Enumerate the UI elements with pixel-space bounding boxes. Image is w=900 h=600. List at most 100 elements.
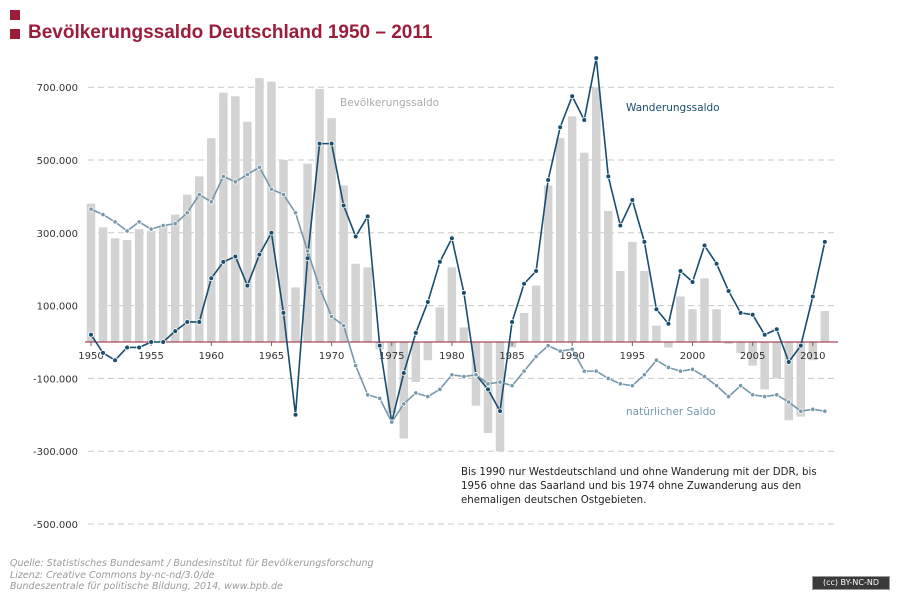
bar: [255, 78, 264, 342]
data-point: [509, 319, 515, 325]
data-point: [593, 55, 600, 61]
data-point: [822, 408, 828, 414]
data-point: [533, 268, 539, 274]
data-point: [208, 275, 215, 282]
data-point: [88, 331, 94, 338]
bar: [435, 307, 445, 342]
data-point: [292, 411, 299, 418]
data-point: [473, 372, 479, 378]
y-tick-label: -100.000: [33, 374, 78, 385]
bar: [291, 287, 300, 342]
bar: [820, 311, 830, 342]
data-point: [256, 251, 263, 258]
data-point: [485, 386, 491, 393]
bar: [676, 296, 685, 342]
data-point: [425, 299, 431, 305]
data-point: [773, 326, 780, 333]
data-point: [160, 339, 166, 345]
bar: [724, 342, 733, 344]
data-point: [328, 140, 335, 147]
data-point: [617, 381, 623, 387]
bar: [231, 96, 240, 342]
data-point: [762, 393, 768, 400]
source-line: Quelle: Statistisches Bundesamt / Bundes…: [10, 558, 374, 569]
x-tick-label: 1985: [499, 351, 524, 362]
data-point: [461, 290, 467, 296]
data-point: [340, 202, 347, 209]
data-point: [112, 357, 118, 364]
bar: [207, 138, 216, 342]
data-point: [797, 342, 804, 349]
x-tick-labels: 1950 1955 1960 1965 1970 1975 1980 1985 1990 1995…: [78, 342, 826, 362]
data-point: [497, 379, 503, 385]
data-point: [172, 328, 179, 334]
bar: [447, 267, 457, 342]
bar: [423, 342, 433, 361]
data-point: [749, 311, 756, 318]
bar: [543, 185, 553, 342]
data-point: [701, 373, 708, 380]
series-label-migration-balance: Wanderungssaldo: [626, 102, 720, 114]
source-footer: Quelle: Statistisches Bundesamt / Bundes…: [10, 558, 374, 593]
chart-annotation: Bis 1990 nur Westdeutschland und ohne Wa…: [461, 467, 817, 506]
data-point: [100, 350, 106, 356]
data-point: [401, 401, 407, 407]
bar: [243, 121, 252, 342]
data-point: [136, 344, 142, 351]
y-tick-label: 700.000: [37, 83, 78, 94]
data-point: [581, 368, 587, 374]
data-point: [184, 210, 190, 216]
data-point: [629, 197, 636, 203]
bar: [748, 342, 757, 366]
y-tick-label: 100.000: [37, 302, 78, 313]
data-point: [677, 368, 684, 374]
accent-square-top: [10, 10, 20, 20]
data-point: [738, 383, 744, 389]
x-tick-label: 1980: [439, 351, 464, 362]
data-point: [533, 353, 539, 360]
data-point: [509, 383, 515, 389]
data-point: [701, 242, 708, 249]
x-tick-label: 1975: [379, 351, 404, 362]
data-point: [629, 383, 635, 389]
data-point: [677, 268, 684, 274]
bar: [170, 214, 180, 342]
data-point: [304, 248, 311, 254]
data-point: [316, 284, 323, 290]
series-label-natural-balance: natürlicher Saldo: [626, 406, 716, 418]
bar: [700, 278, 709, 342]
data-point: [593, 368, 599, 374]
data-point: [364, 213, 371, 220]
data-point: [461, 373, 467, 380]
bar: [86, 203, 96, 342]
bar: [146, 230, 156, 342]
accent-square-title: [10, 29, 20, 39]
data-point: [665, 364, 672, 371]
data-point: [280, 310, 287, 316]
data-point: [376, 342, 383, 349]
data-point: [689, 366, 696, 372]
bar: [327, 118, 336, 342]
bar: [808, 342, 818, 361]
data-point: [352, 233, 359, 240]
data-point: [822, 239, 828, 245]
data-point: [641, 239, 648, 245]
bar: [387, 342, 396, 413]
data-point: [100, 212, 106, 218]
data-point: [365, 392, 371, 398]
x-tick-label: 2010: [800, 351, 825, 362]
data-point: [172, 221, 178, 227]
data-point: [437, 386, 443, 392]
data-point: [292, 210, 299, 216]
data-point: [316, 140, 323, 147]
x-tick-label: 2000: [680, 351, 705, 362]
bar: [459, 327, 469, 342]
data-point: [136, 219, 142, 225]
bar: [796, 342, 806, 417]
bar: [760, 342, 769, 390]
bar: [531, 285, 541, 342]
bar: [519, 312, 529, 342]
data-point: [220, 259, 227, 265]
bar: [652, 325, 661, 342]
bar: [495, 342, 505, 452]
